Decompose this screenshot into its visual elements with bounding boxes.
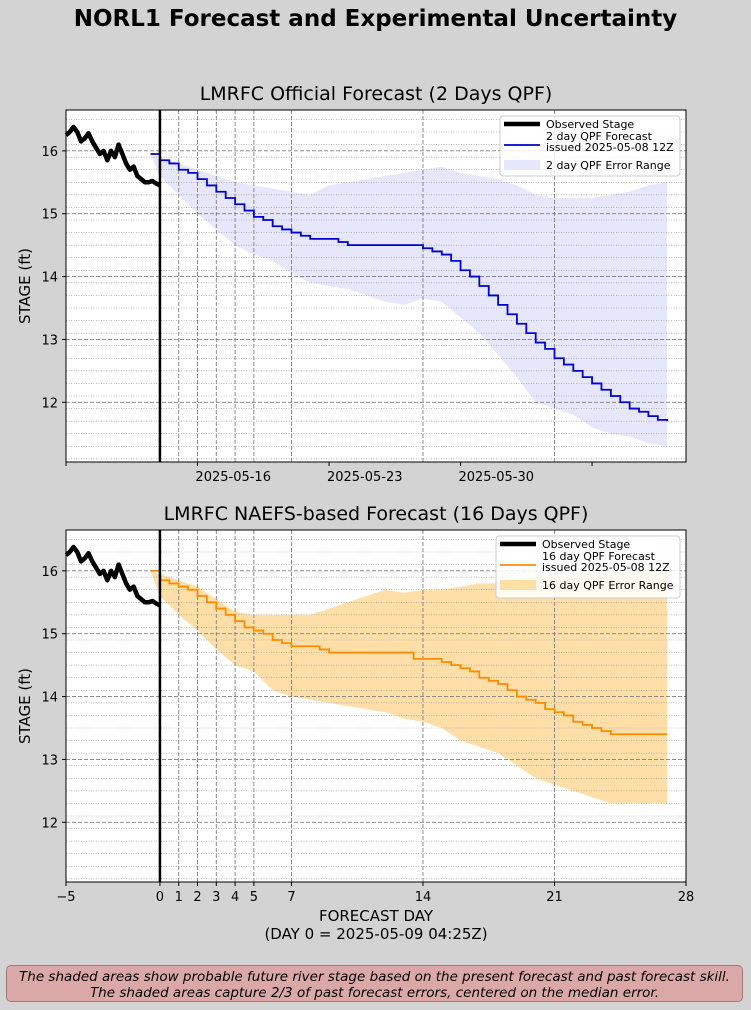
error-range-band xyxy=(150,570,668,804)
legend-label-error-range: 16 day QPF Error Range xyxy=(542,579,674,592)
y-tick-label: 14 xyxy=(41,691,58,706)
y-tick-label: 16 xyxy=(41,565,58,580)
x-tick-label: 7 xyxy=(287,890,295,905)
x-tick-label: −5 xyxy=(56,890,75,905)
legend-label-error-range: 2 day QPF Error Range xyxy=(546,159,671,172)
plot-frame xyxy=(65,529,687,883)
x-tick-label: 3 xyxy=(212,890,220,905)
legend-label-forecast: 16 day QPF Forecast xyxy=(542,550,656,563)
x-tick-label: 21 xyxy=(546,890,563,905)
y-tick-label: 13 xyxy=(41,333,58,348)
legend-swatch-error-range xyxy=(504,160,540,170)
legend-box xyxy=(495,535,681,599)
observed-stage-line xyxy=(64,124,161,188)
chart-title-naefs: LMRFC NAEFS-based Forecast (16 Days QPF) xyxy=(163,503,589,525)
forecast-line xyxy=(150,569,668,736)
y-tick-label: 15 xyxy=(41,628,58,643)
shaded-area-note: The shaded areas show probable future ri… xyxy=(6,965,743,1002)
legend-label-observed: Observed Stage xyxy=(546,118,634,131)
x-tick-label: 4 xyxy=(231,890,239,905)
legend-label-forecast-issued: issued 2025-05-08 12Z xyxy=(542,561,670,574)
chart-title-official: LMRFC Official Forecast (2 Days QPF) xyxy=(199,83,553,105)
legend-swatch-error-range xyxy=(500,580,536,590)
y-tick-label: 12 xyxy=(41,396,58,411)
x-tick-label: 1 xyxy=(175,890,183,905)
x-tick-label: 14 xyxy=(415,890,432,905)
legend-box xyxy=(499,115,681,177)
plot-frame xyxy=(65,109,687,463)
legend-label-forecast-issued: issued 2025-05-08 12Z xyxy=(546,141,674,154)
x-tick-label: 0 xyxy=(156,890,164,905)
note-line-1: The shaded areas show probable future ri… xyxy=(19,969,730,985)
observed-stage-line xyxy=(64,544,161,608)
note-line-2: The shaded areas capture 2/3 of past for… xyxy=(89,985,660,1001)
y-tick-label: 13 xyxy=(41,753,58,768)
y-tick-label: 12 xyxy=(41,816,58,831)
x-tick-label: 2025-05-30 xyxy=(458,470,534,485)
figure-title: NORL1 Forecast and Experimental Uncertai… xyxy=(73,6,678,32)
x-tick-label: 28 xyxy=(678,890,695,905)
y-tick-label: 14 xyxy=(41,271,58,286)
panel-1: 12 13 14 15 16 STAGE (ft) 2025-05-16 2025-05-23… xyxy=(16,109,687,485)
y-tick-label: 15 xyxy=(41,208,58,223)
x-axis-label: FORECAST DAY xyxy=(319,907,434,925)
x-tick-label: 5 xyxy=(250,890,258,905)
forecast-line xyxy=(150,153,669,422)
y-tick-label: 16 xyxy=(41,145,58,160)
x-tick-label: 2 xyxy=(193,890,201,905)
legend-label-forecast: 2 day QPF Forecast xyxy=(546,130,653,143)
x-axis-sublabel: (DAY 0 = 2025-05-09 04:25Z) xyxy=(264,925,487,943)
x-tick-label: 2025-05-23 xyxy=(327,470,403,485)
y-axis-label: STAGE (ft) xyxy=(16,668,34,744)
legend-label-observed: Observed Stage xyxy=(542,538,630,551)
x-tick-label: 2025-05-16 xyxy=(195,470,271,485)
y-axis-label: STAGE (ft) xyxy=(16,248,34,324)
